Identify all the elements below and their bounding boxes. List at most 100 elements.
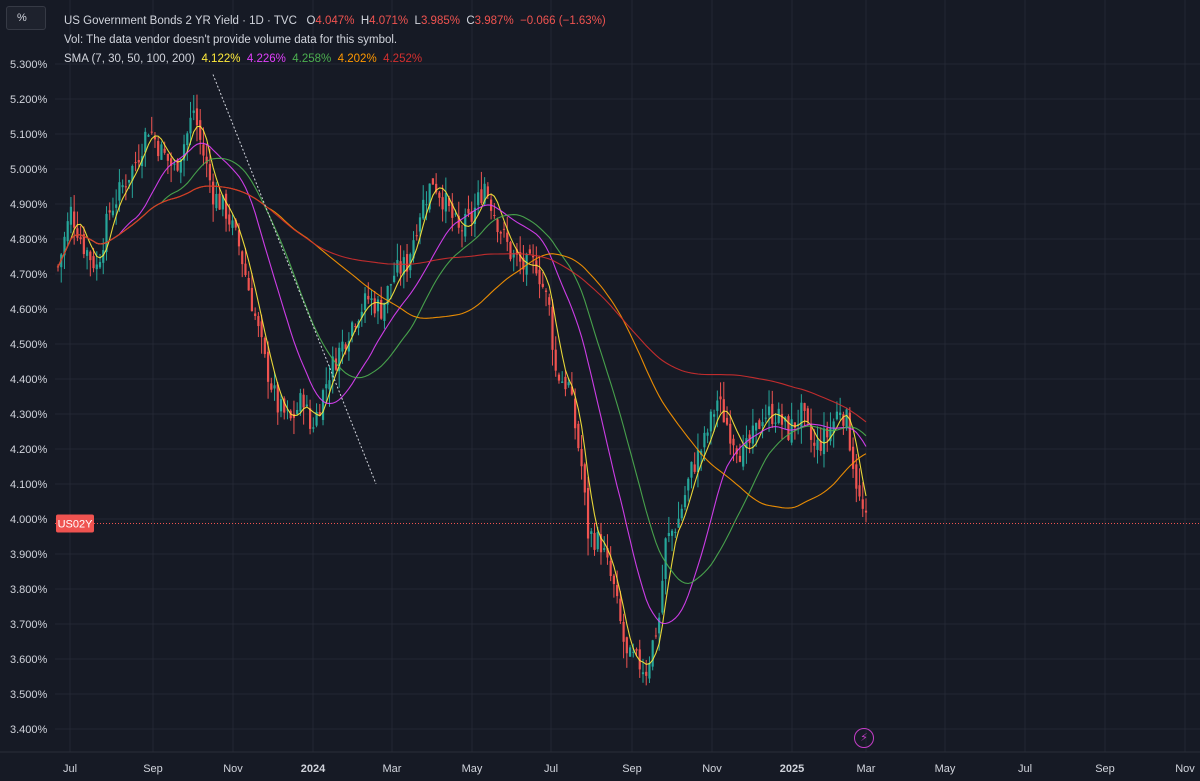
ohlc-high-value: 4.071% — [369, 15, 409, 27]
candle — [480, 171, 483, 205]
candle — [221, 194, 224, 217]
x-tick-label: May — [935, 763, 956, 775]
candle — [347, 332, 350, 361]
candle — [700, 448, 703, 471]
candle — [451, 193, 454, 232]
candle — [360, 303, 363, 327]
sma-legend-row: SMA (7, 30, 50, 100, 200) 4.122% 4.226% … — [64, 50, 606, 69]
percent-scale-button[interactable]: % — [6, 6, 46, 30]
candle — [467, 195, 470, 218]
grid — [55, 0, 1200, 752]
candle — [764, 404, 767, 423]
sma100-value: 4.202% — [337, 53, 377, 65]
candle — [616, 570, 619, 604]
sma30-value: 4.226% — [246, 53, 286, 65]
candle — [266, 341, 270, 399]
candle — [638, 639, 641, 678]
candle — [570, 372, 573, 396]
candle — [864, 498, 868, 523]
candle — [674, 528, 677, 539]
candle — [409, 252, 412, 279]
x-tick-label: Mar — [857, 763, 876, 775]
candle — [603, 536, 606, 553]
candle — [826, 421, 829, 452]
candle — [422, 185, 425, 221]
trendline — [212, 74, 377, 485]
y-tick-label: 5.100% — [10, 129, 48, 141]
y-tick-label: 4.800% — [10, 234, 48, 246]
candle — [590, 528, 593, 548]
candle — [150, 116, 153, 135]
candle — [173, 158, 176, 171]
candle — [477, 180, 480, 216]
candle — [393, 262, 396, 284]
x-tick-label: Sep — [622, 763, 642, 775]
candle — [296, 402, 299, 416]
candle — [399, 245, 402, 286]
candle — [460, 224, 464, 248]
candle — [729, 410, 732, 455]
candle — [641, 658, 645, 683]
candle — [696, 433, 700, 488]
candle — [502, 221, 506, 238]
candle — [292, 400, 296, 435]
x-tick-label: May — [462, 763, 483, 775]
y-tick-label: 3.900% — [10, 549, 48, 561]
symbol-title[interactable]: US Government Bonds 2 YR Yield · 1D · TV… — [64, 15, 297, 27]
candle — [541, 271, 544, 289]
candle — [444, 177, 447, 224]
x-tick-label: Nov — [702, 763, 722, 775]
candle — [205, 143, 208, 178]
candle — [212, 173, 215, 222]
candle — [441, 184, 444, 222]
lightning-icon[interactable]: ⚡ — [854, 728, 874, 748]
candle — [111, 197, 115, 218]
x-tick-label: Sep — [143, 763, 163, 775]
sma-label[interactable]: SMA (7, 30, 50, 100, 200) — [64, 53, 196, 65]
candle — [593, 522, 596, 556]
candle — [250, 273, 254, 312]
candle — [751, 408, 754, 454]
candle — [189, 101, 192, 146]
candle — [632, 643, 635, 658]
x-tick-label: Nov — [223, 763, 243, 775]
candle — [670, 528, 674, 552]
candle — [105, 206, 108, 261]
x-tick-label: Sep — [1095, 763, 1115, 775]
sma50-value: 4.258% — [292, 53, 332, 65]
candle — [179, 158, 182, 184]
candles — [56, 94, 868, 686]
candle — [677, 501, 680, 528]
candle — [767, 390, 771, 432]
candle — [551, 299, 554, 366]
candle — [473, 193, 477, 238]
candle — [851, 437, 855, 478]
candle — [260, 314, 263, 354]
candle — [583, 462, 586, 506]
candle — [121, 179, 124, 194]
candle — [325, 367, 328, 404]
candle — [85, 247, 89, 270]
candle — [687, 477, 690, 502]
candle — [334, 347, 338, 371]
candle — [244, 247, 247, 277]
x-tick-label: 2024 — [301, 763, 326, 775]
candle — [363, 287, 367, 323]
candle — [147, 133, 150, 138]
candle — [780, 403, 784, 439]
x-tick-label: Mar — [383, 763, 402, 775]
candle — [515, 243, 519, 267]
candle — [725, 406, 729, 426]
candle — [625, 636, 628, 668]
candle — [386, 285, 389, 314]
candle — [609, 546, 612, 582]
candle — [661, 564, 664, 615]
y-tick-label: 3.800% — [10, 584, 48, 596]
candle — [787, 414, 790, 442]
candle — [648, 656, 651, 684]
candle — [622, 613, 625, 659]
candle — [797, 409, 800, 435]
candle — [305, 395, 308, 408]
